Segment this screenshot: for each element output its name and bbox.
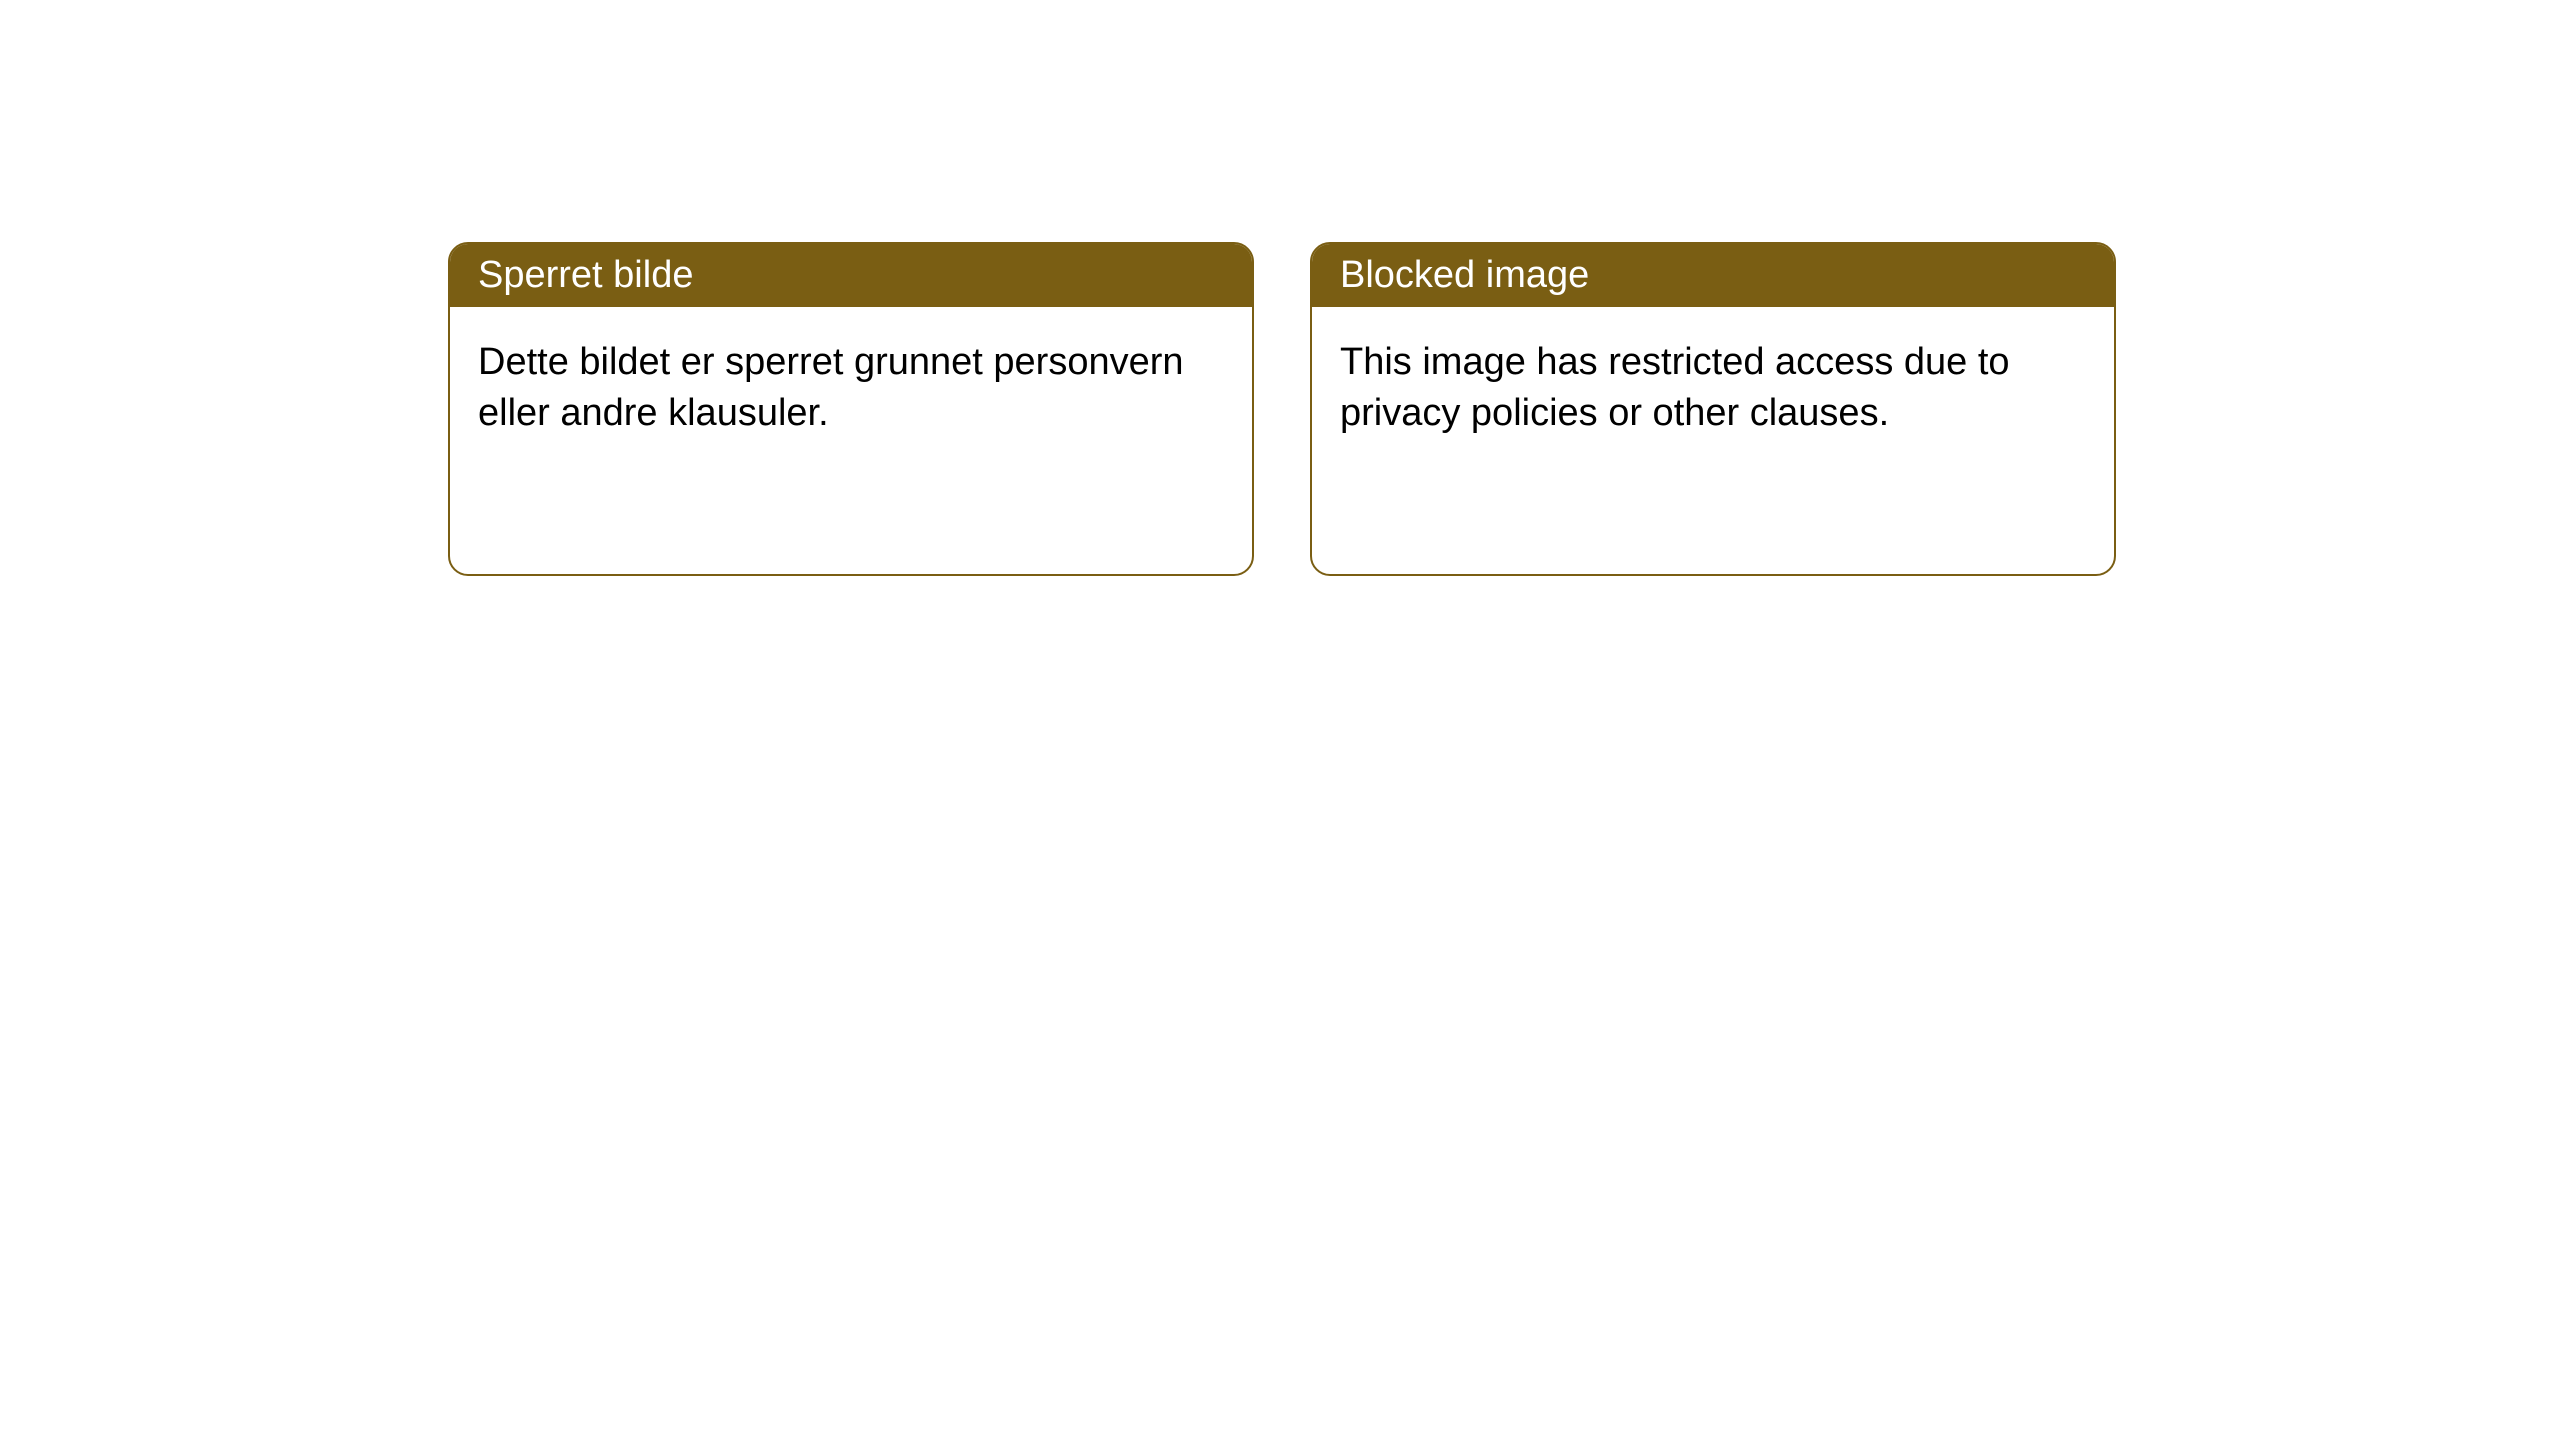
notice-text: This image has restricted access due to … — [1340, 341, 2010, 434]
notice-text: Dette bildet er sperret grunnet personve… — [478, 341, 1184, 434]
notice-card-english: Blocked image This image has restricted … — [1310, 242, 2116, 576]
notice-body: Dette bildet er sperret grunnet personve… — [450, 307, 1252, 470]
notice-header: Sperret bilde — [450, 244, 1252, 307]
notice-body: This image has restricted access due to … — [1312, 307, 2114, 470]
notice-container: Sperret bilde Dette bildet er sperret gr… — [0, 0, 2560, 576]
notice-title: Blocked image — [1340, 254, 1589, 296]
notice-card-norwegian: Sperret bilde Dette bildet er sperret gr… — [448, 242, 1254, 576]
notice-header: Blocked image — [1312, 244, 2114, 307]
notice-title: Sperret bilde — [478, 254, 693, 296]
